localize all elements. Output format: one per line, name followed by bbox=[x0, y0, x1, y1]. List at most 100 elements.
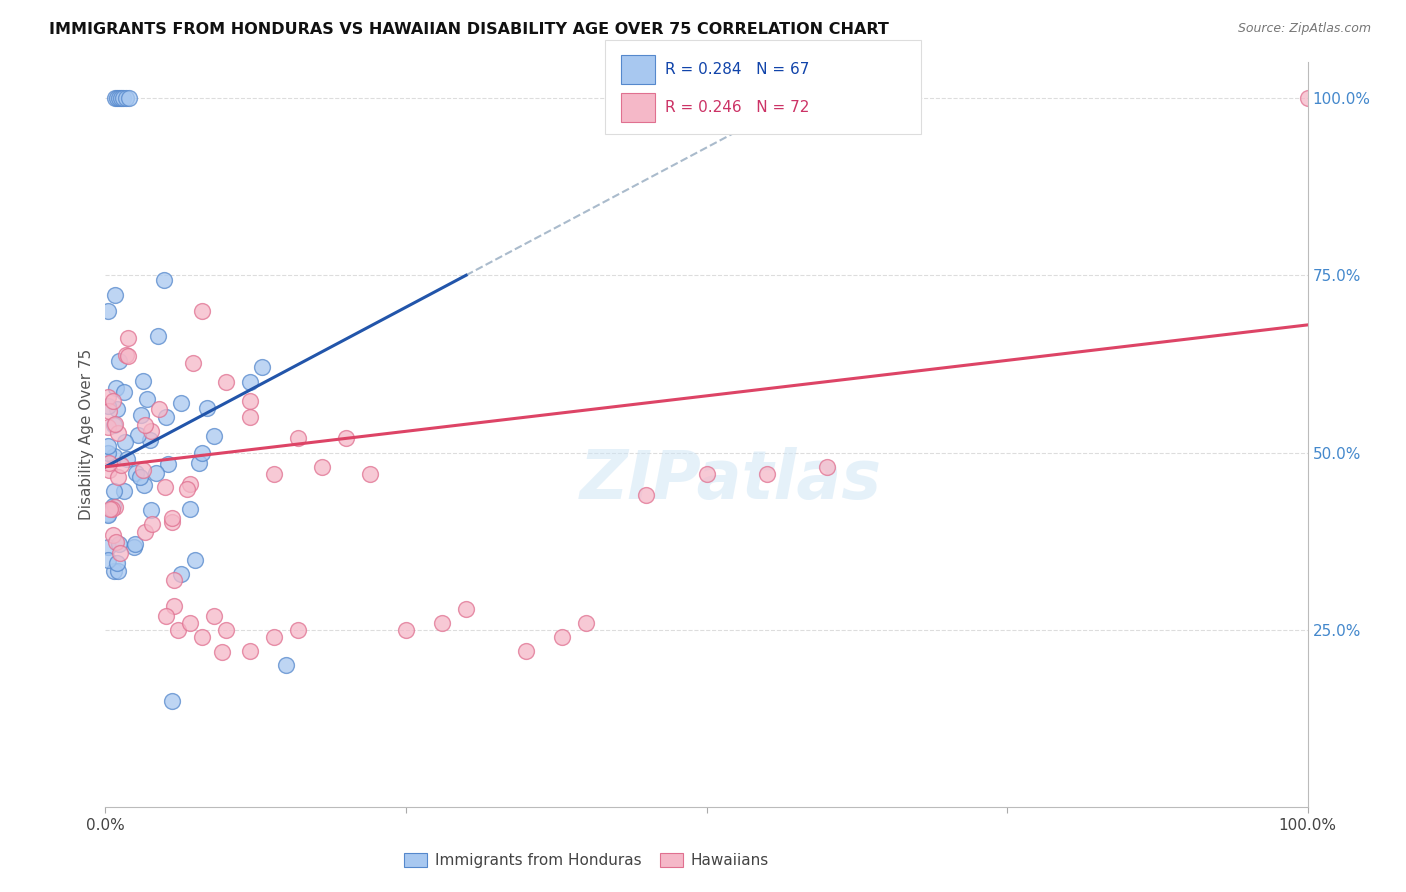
Point bbox=[179, 615, 201, 630]
Point bbox=[107, 426, 129, 441]
Point bbox=[141, 517, 163, 532]
Point bbox=[145, 467, 167, 481]
Point bbox=[160, 694, 183, 708]
Point bbox=[107, 91, 129, 105]
Text: IMMIGRANTS FROM HONDURAS VS HAWAIIAN DISABILITY AGE OVER 75 CORRELATION CHART: IMMIGRANTS FROM HONDURAS VS HAWAIIAN DIS… bbox=[49, 22, 889, 37]
Point bbox=[117, 331, 139, 345]
Point bbox=[214, 623, 236, 637]
Point bbox=[163, 599, 186, 613]
Point bbox=[153, 480, 176, 494]
Point bbox=[128, 470, 150, 484]
Point bbox=[170, 396, 193, 410]
Point bbox=[103, 418, 125, 433]
Point bbox=[97, 439, 120, 453]
Point bbox=[98, 456, 121, 470]
Point bbox=[105, 534, 128, 549]
Point bbox=[195, 401, 218, 415]
Point bbox=[103, 564, 125, 578]
Point bbox=[127, 427, 149, 442]
Point bbox=[287, 623, 309, 637]
Point bbox=[114, 435, 136, 450]
Point bbox=[112, 384, 135, 399]
Point bbox=[287, 431, 309, 445]
Point bbox=[181, 356, 204, 370]
Point bbox=[98, 404, 121, 418]
Point bbox=[155, 410, 177, 425]
Text: Source: ZipAtlas.com: Source: ZipAtlas.com bbox=[1237, 22, 1371, 36]
Point bbox=[104, 500, 127, 515]
Point bbox=[129, 408, 152, 422]
Point bbox=[239, 644, 262, 658]
Point bbox=[97, 508, 120, 522]
Point bbox=[115, 348, 138, 362]
Point bbox=[132, 374, 155, 388]
Point bbox=[815, 459, 838, 474]
Point bbox=[97, 508, 120, 523]
Point bbox=[97, 540, 120, 554]
Point bbox=[335, 431, 357, 445]
Point bbox=[97, 463, 120, 477]
Point bbox=[155, 608, 177, 623]
Point bbox=[202, 429, 225, 443]
Point bbox=[454, 601, 477, 615]
Point bbox=[97, 419, 120, 434]
Point bbox=[156, 457, 179, 471]
Point bbox=[101, 394, 124, 409]
Point bbox=[110, 458, 132, 473]
Point bbox=[107, 564, 129, 578]
Point bbox=[139, 433, 162, 447]
Point bbox=[311, 459, 333, 474]
Point bbox=[115, 91, 138, 105]
Point bbox=[239, 375, 262, 389]
Point bbox=[132, 463, 155, 477]
Point bbox=[107, 91, 129, 105]
Point bbox=[263, 467, 285, 481]
Point bbox=[97, 303, 120, 318]
Point bbox=[169, 567, 191, 582]
Point bbox=[146, 329, 169, 343]
Point bbox=[395, 623, 418, 637]
Point bbox=[515, 644, 537, 658]
Point bbox=[359, 467, 381, 481]
Point bbox=[184, 553, 207, 567]
Y-axis label: Disability Age Over 75: Disability Age Over 75 bbox=[79, 350, 94, 520]
Point bbox=[179, 502, 201, 516]
Point bbox=[105, 401, 128, 416]
Point bbox=[148, 402, 170, 417]
Point bbox=[105, 556, 128, 570]
Point bbox=[103, 449, 125, 463]
Point bbox=[107, 469, 129, 483]
Point bbox=[110, 91, 132, 105]
Point bbox=[160, 516, 183, 530]
Point bbox=[274, 658, 297, 673]
Point bbox=[103, 417, 125, 432]
Point bbox=[108, 546, 131, 560]
Point bbox=[134, 525, 156, 540]
Text: R = 0.246   N = 72: R = 0.246 N = 72 bbox=[665, 100, 810, 115]
Point bbox=[101, 502, 124, 516]
Point bbox=[636, 488, 658, 502]
Point bbox=[107, 354, 129, 368]
Point bbox=[153, 273, 176, 287]
Point bbox=[575, 615, 598, 630]
Point bbox=[139, 503, 162, 517]
Point bbox=[103, 528, 125, 542]
Point bbox=[101, 499, 124, 513]
Point bbox=[160, 511, 183, 525]
Point bbox=[134, 418, 156, 433]
Point bbox=[696, 467, 718, 481]
Point bbox=[108, 537, 131, 551]
Point bbox=[239, 410, 262, 425]
Point bbox=[124, 536, 146, 550]
Point bbox=[250, 360, 273, 375]
Point bbox=[97, 553, 120, 567]
Point bbox=[97, 390, 120, 404]
Point bbox=[125, 466, 148, 480]
Point bbox=[188, 456, 211, 470]
Point bbox=[135, 392, 157, 406]
Point bbox=[104, 288, 127, 302]
Point bbox=[239, 393, 262, 408]
Point bbox=[1296, 91, 1319, 105]
Point bbox=[551, 630, 574, 644]
Point bbox=[118, 91, 141, 105]
